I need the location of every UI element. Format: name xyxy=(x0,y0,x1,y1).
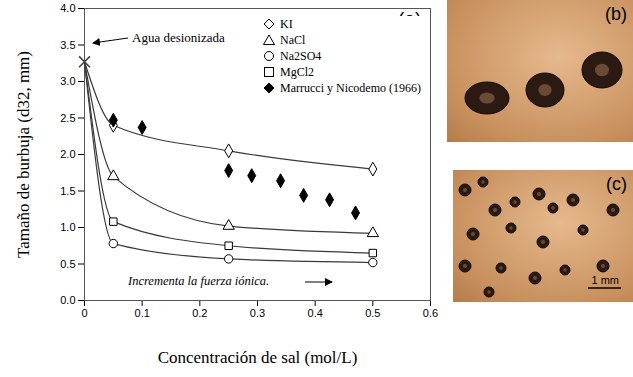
html-text:(c): (c) xyxy=(606,174,627,194)
html-text:Agua desionizada: Agua desionizada xyxy=(132,30,225,45)
svg-text:2.5: 2.5 xyxy=(60,112,75,124)
html-text:1 mm: 1 mm xyxy=(591,274,619,286)
svg-text:4.0: 4.0 xyxy=(60,2,75,14)
html-text:Marrucci y Nicodemo (1966): Marrucci y Nicodemo (1966) xyxy=(280,81,421,95)
html-text:(a): (a) xyxy=(398,8,422,29)
html-text:(b): (b) xyxy=(605,4,627,24)
svg-text:Tamaño de burbuja (d32, mm): Tamaño de burbuja (d32, mm) xyxy=(14,51,33,258)
svg-text:3.5: 3.5 xyxy=(60,39,75,51)
html-text:NaCl: NaCl xyxy=(280,33,306,47)
svg-text:0.3: 0.3 xyxy=(250,307,265,319)
svg-text:0.0: 0.0 xyxy=(60,294,75,306)
svg-text:3.0: 3.0 xyxy=(60,75,75,87)
svg-text:0.4: 0.4 xyxy=(308,307,323,319)
svg-text:0.1: 0.1 xyxy=(135,307,150,319)
svg-text:0.5: 0.5 xyxy=(365,307,380,319)
svg-text:0.5: 0.5 xyxy=(60,258,75,270)
svg-text:Concentración de sal (mol/L): Concentración de sal (mol/L) xyxy=(158,348,358,367)
svg-text:1.5: 1.5 xyxy=(60,185,75,197)
svg-text:0.6: 0.6 xyxy=(423,307,438,319)
html-text:KI: KI xyxy=(280,17,293,31)
html-text:MgCl2: MgCl2 xyxy=(280,65,314,79)
svg-text:0: 0 xyxy=(81,307,87,319)
html-text:Na2SO4: Na2SO4 xyxy=(280,49,322,63)
svg-text:0.2: 0.2 xyxy=(192,307,207,319)
svg-text:1.0: 1.0 xyxy=(60,221,75,233)
svg-text:2.0: 2.0 xyxy=(60,148,75,160)
html-text:Incrementa la fuerza iónica.: Incrementa la fuerza iónica. xyxy=(128,274,270,288)
